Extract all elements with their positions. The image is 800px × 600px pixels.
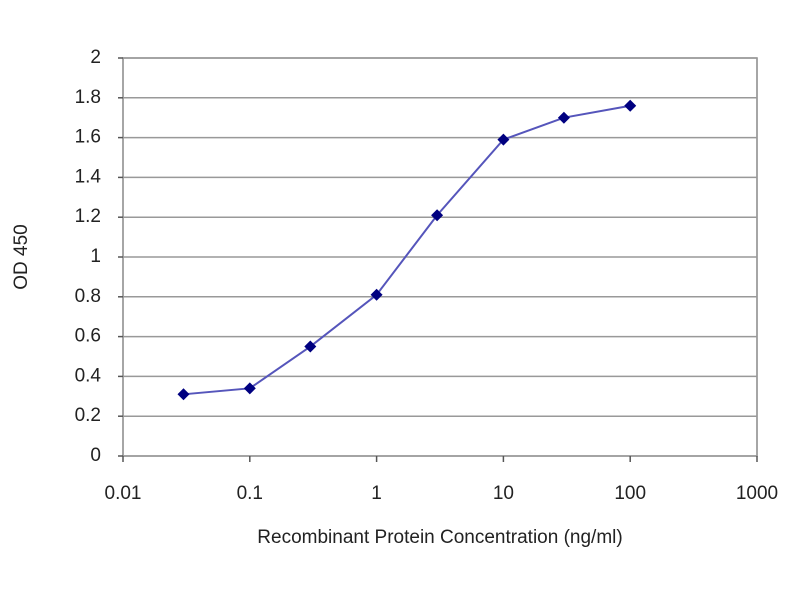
y-tick-label: 1.8	[75, 87, 101, 108]
y-tick-label: 1.6	[75, 127, 101, 148]
y-tick-label: 0.2	[75, 405, 101, 426]
x-tick-label: 1	[371, 483, 382, 504]
data-point	[624, 99, 637, 112]
data-point	[177, 388, 190, 401]
x-axis-label: Recombinant Protein Concentration (ng/ml…	[257, 527, 622, 548]
y-tick-label: 1.4	[75, 166, 102, 187]
y-axis-label: OD 450	[11, 224, 32, 289]
y-tick-label: 1.2	[75, 206, 101, 227]
x-tick-label: 0.1	[237, 483, 263, 504]
y-tick-label: 0.8	[75, 286, 101, 307]
data-point	[557, 111, 570, 124]
y-tick-label: 0.6	[75, 326, 101, 347]
x-tick-label: 0.01	[105, 483, 142, 504]
data-point	[370, 288, 383, 301]
y-tick-label: 1	[90, 246, 101, 267]
data-point	[497, 133, 510, 146]
y-tick-label: 0.4	[75, 365, 102, 386]
x-tick-label: 10	[493, 483, 514, 504]
series-line	[183, 104, 631, 396]
data-point	[304, 340, 317, 353]
data-point	[243, 382, 256, 395]
x-tick-label: 100	[614, 483, 646, 504]
y-tick-label: 2	[90, 47, 101, 68]
data-point	[431, 209, 444, 222]
x-tick-label: 1000	[736, 483, 778, 504]
y-tick-label: 0	[90, 445, 101, 466]
